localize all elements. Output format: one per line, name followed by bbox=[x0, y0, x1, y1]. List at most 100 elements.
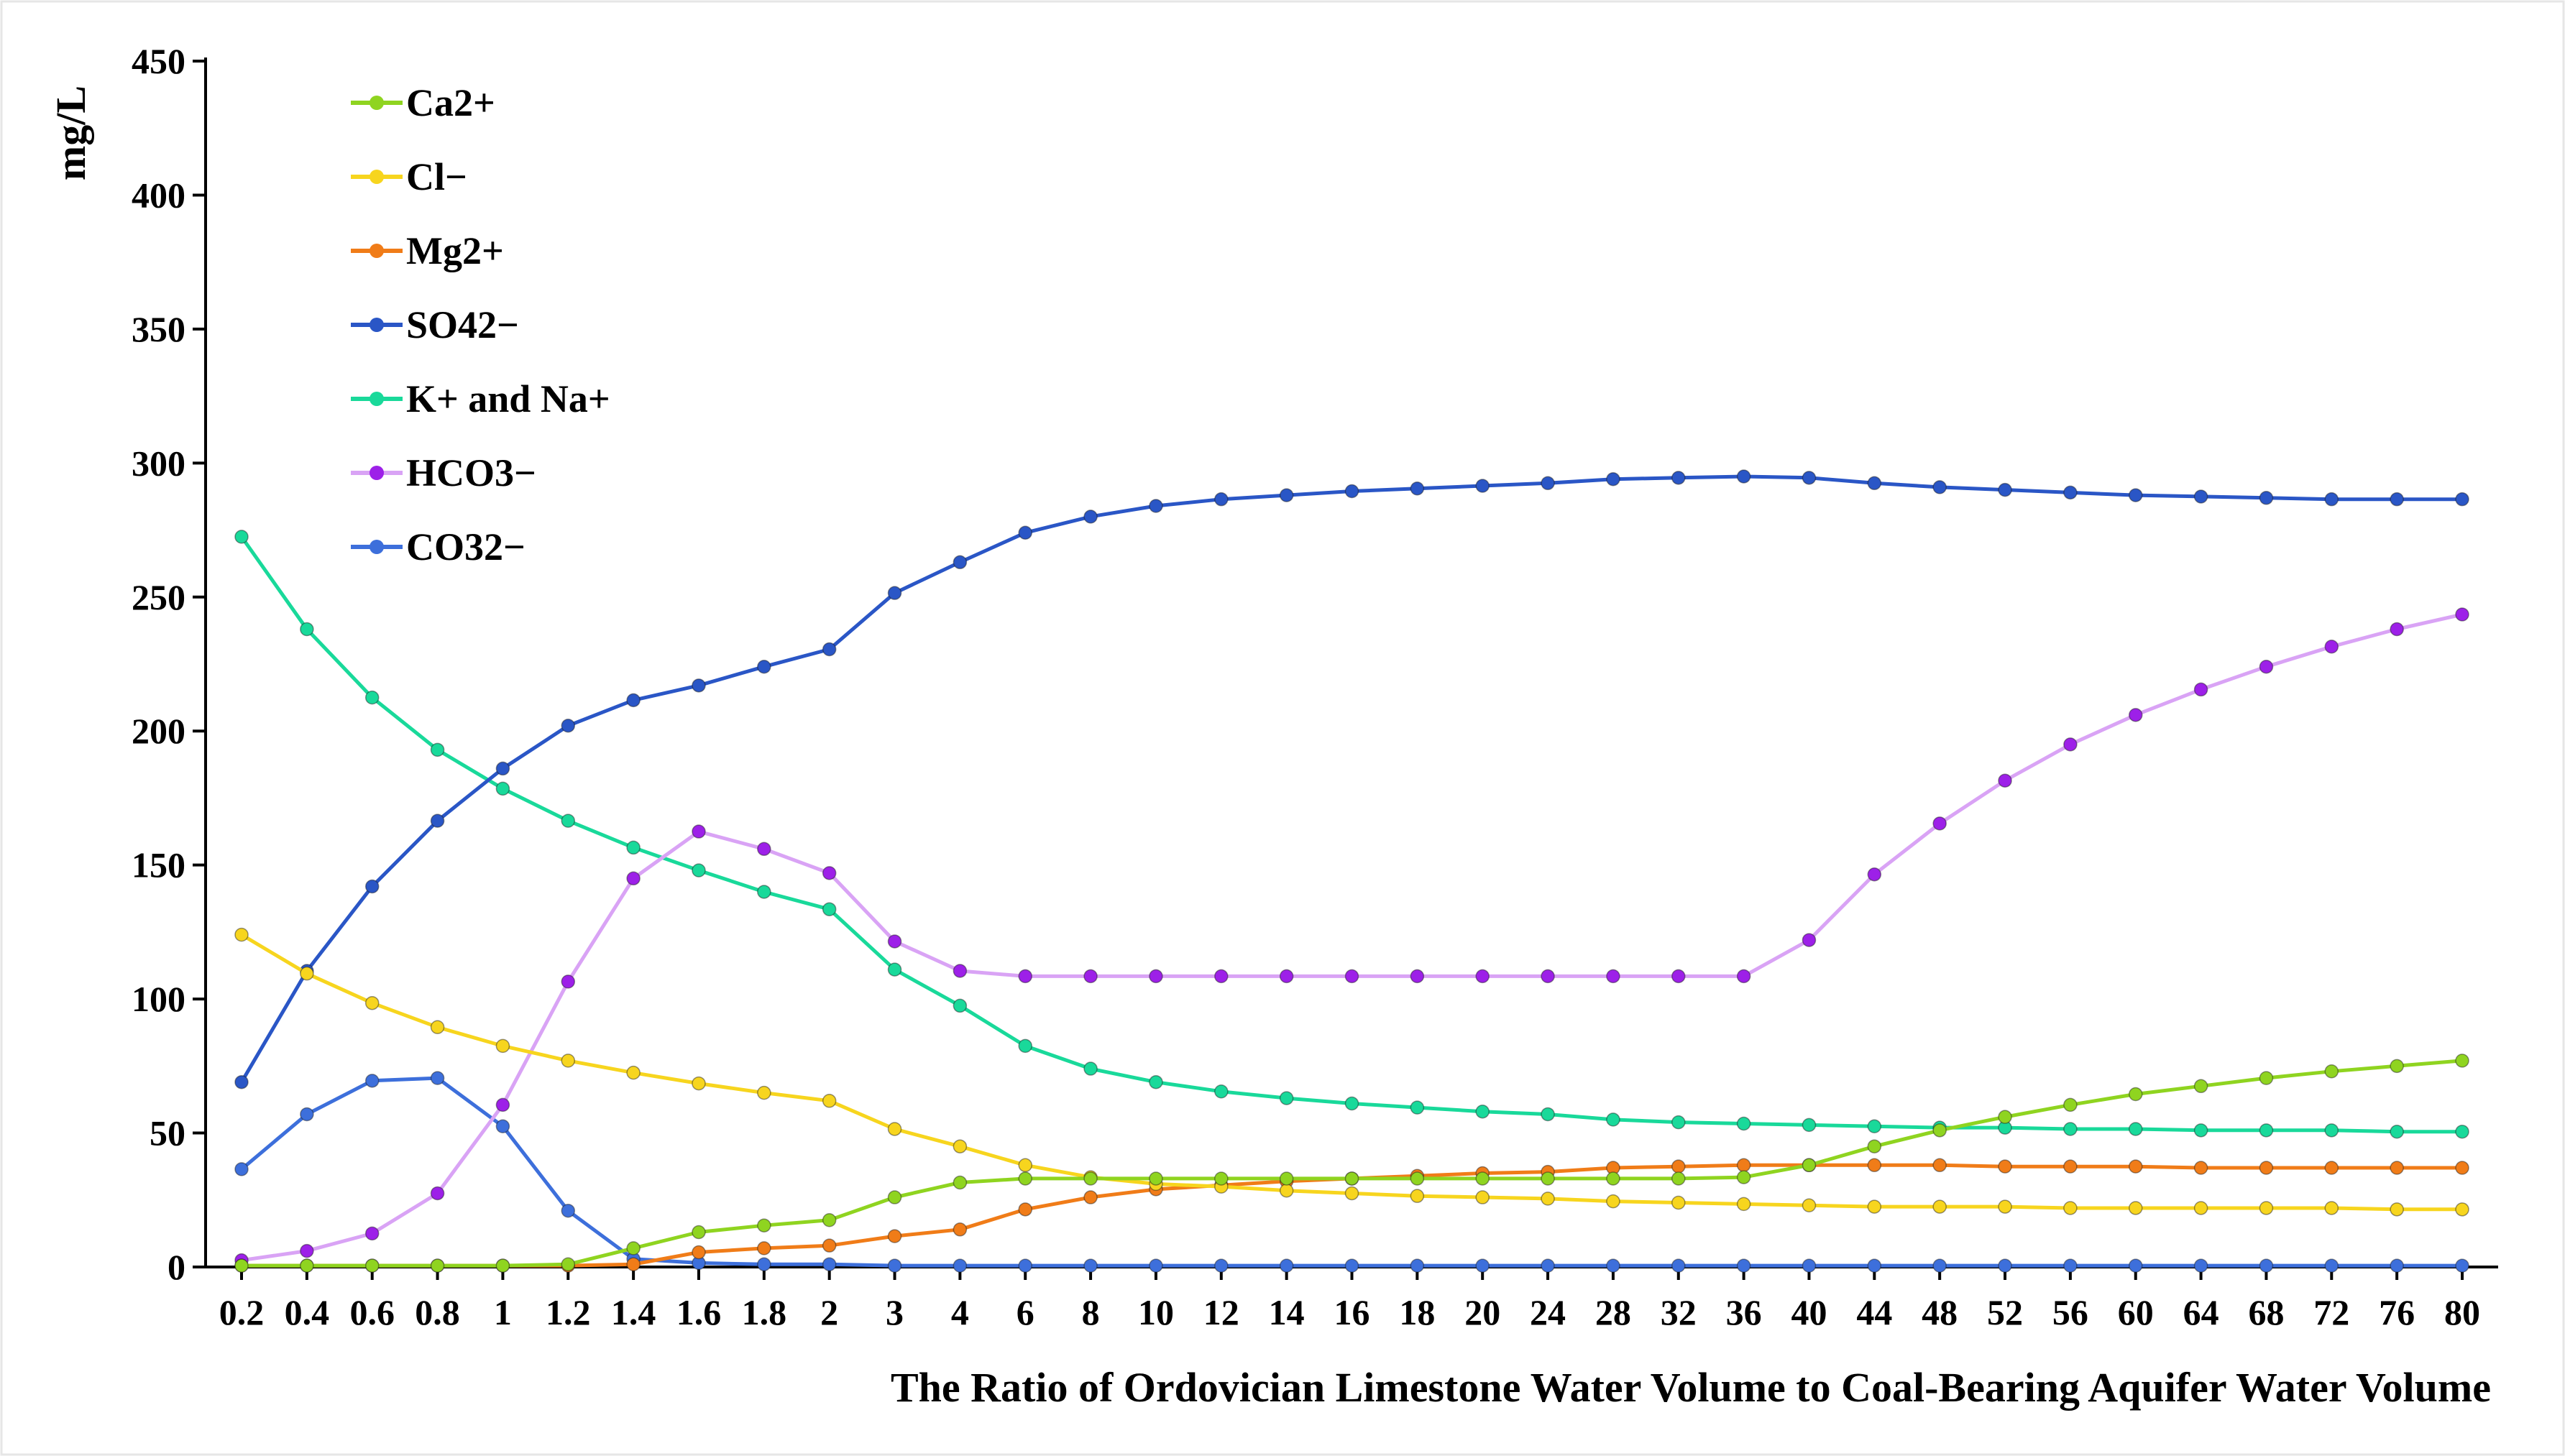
data-point bbox=[2063, 1122, 2078, 1136]
legend-label: Ca2+ bbox=[406, 81, 495, 124]
data-point bbox=[1214, 492, 1229, 507]
y-tick-label: 150 bbox=[132, 845, 185, 885]
data-point bbox=[626, 871, 641, 886]
data-point bbox=[757, 1218, 771, 1232]
data-point bbox=[1736, 1197, 1751, 1212]
data-point bbox=[1149, 969, 1163, 984]
data-point bbox=[1606, 1112, 1620, 1127]
x-tick-label: 18 bbox=[1399, 1292, 1435, 1332]
data-point bbox=[2390, 1059, 2404, 1074]
data-point bbox=[2063, 1159, 2078, 1174]
data-point bbox=[1998, 1159, 2012, 1174]
data-point bbox=[495, 781, 510, 796]
data-point bbox=[495, 1038, 510, 1054]
data-point bbox=[626, 693, 641, 708]
data-point bbox=[1541, 476, 1555, 491]
data-point bbox=[887, 1229, 902, 1243]
series-k-and-na- bbox=[234, 530, 2469, 1139]
data-point bbox=[430, 742, 445, 757]
data-point bbox=[1279, 1258, 1294, 1273]
data-point bbox=[1018, 1258, 1032, 1273]
data-point bbox=[1736, 1170, 1751, 1184]
data-point bbox=[757, 1257, 771, 1272]
data-point bbox=[495, 1119, 510, 1133]
data-point bbox=[300, 1107, 314, 1122]
data-point bbox=[1083, 1061, 1098, 1076]
x-tick-label: 0.2 bbox=[219, 1292, 265, 1332]
data-point bbox=[626, 1065, 641, 1080]
x-tick-label: 0.8 bbox=[415, 1292, 460, 1332]
data-point bbox=[953, 1222, 968, 1237]
data-point bbox=[2455, 607, 2469, 622]
legend-label: CO32− bbox=[406, 525, 526, 568]
y-tick-label: 350 bbox=[132, 309, 185, 349]
data-point bbox=[822, 902, 837, 916]
data-point bbox=[364, 690, 380, 705]
data-point bbox=[234, 1074, 249, 1089]
data-point bbox=[692, 1245, 706, 1260]
x-tick-label: 1.2 bbox=[546, 1292, 591, 1332]
data-point bbox=[1279, 488, 1294, 502]
data-point bbox=[2455, 1161, 2469, 1175]
data-point bbox=[300, 966, 314, 981]
data-point bbox=[626, 1241, 641, 1255]
data-point bbox=[2390, 1202, 2404, 1217]
data-point bbox=[757, 842, 771, 857]
data-point bbox=[1475, 479, 1490, 493]
data-point bbox=[1606, 471, 1620, 487]
data-point bbox=[1867, 1119, 1882, 1133]
data-point bbox=[1998, 1199, 2012, 1214]
legend-label: SO42− bbox=[406, 303, 519, 346]
data-point bbox=[953, 1175, 968, 1190]
data-point bbox=[2193, 1258, 2208, 1273]
data-point bbox=[1802, 933, 1817, 947]
data-point bbox=[626, 1257, 641, 1272]
x-tick-label: 16 bbox=[1334, 1292, 1370, 1332]
data-point bbox=[430, 1071, 445, 1085]
data-point bbox=[2390, 622, 2404, 637]
x-tick-label: 36 bbox=[1726, 1292, 1762, 1332]
legend-item: SO42− bbox=[351, 303, 519, 346]
data-point bbox=[2128, 1201, 2143, 1215]
data-point bbox=[692, 1225, 706, 1240]
data-point bbox=[2455, 1054, 2469, 1068]
data-point bbox=[1867, 1199, 1882, 1214]
data-point bbox=[561, 1054, 576, 1068]
data-point bbox=[561, 1203, 576, 1218]
data-point bbox=[1932, 816, 1947, 831]
data-point bbox=[495, 1258, 510, 1273]
data-point bbox=[561, 814, 576, 828]
y-tick-label: 300 bbox=[132, 443, 185, 483]
data-point bbox=[953, 1258, 968, 1273]
data-point bbox=[1998, 1110, 2012, 1124]
data-point bbox=[2063, 737, 2078, 752]
y-tick-label: 400 bbox=[132, 175, 185, 215]
data-point bbox=[1932, 1258, 1947, 1273]
data-point bbox=[2259, 1123, 2274, 1138]
legend-item: CO32− bbox=[351, 525, 526, 568]
x-tick-label: 52 bbox=[1987, 1292, 2023, 1332]
data-point bbox=[2390, 1124, 2404, 1139]
data-point bbox=[822, 642, 837, 657]
data-point bbox=[1541, 969, 1555, 984]
data-point bbox=[2259, 1161, 2274, 1175]
data-point bbox=[887, 1190, 902, 1204]
data-point bbox=[1802, 1258, 1817, 1273]
data-point bbox=[2324, 1064, 2339, 1079]
data-point bbox=[430, 814, 445, 828]
data-point bbox=[1606, 1194, 1620, 1209]
data-point bbox=[1736, 1258, 1751, 1273]
data-point bbox=[1802, 471, 1817, 485]
data-point bbox=[1410, 1171, 1425, 1186]
x-tick-label: 0.6 bbox=[349, 1292, 395, 1332]
data-point bbox=[1671, 1258, 1686, 1273]
data-point bbox=[2455, 1124, 2469, 1139]
data-point bbox=[1149, 499, 1163, 513]
data-point bbox=[822, 1257, 837, 1272]
data-point bbox=[1018, 969, 1032, 984]
x-tick-label: 14 bbox=[1269, 1292, 1305, 1332]
x-tick-label: 64 bbox=[2183, 1292, 2219, 1332]
data-point bbox=[2324, 1258, 2339, 1273]
data-point bbox=[2063, 1201, 2078, 1215]
